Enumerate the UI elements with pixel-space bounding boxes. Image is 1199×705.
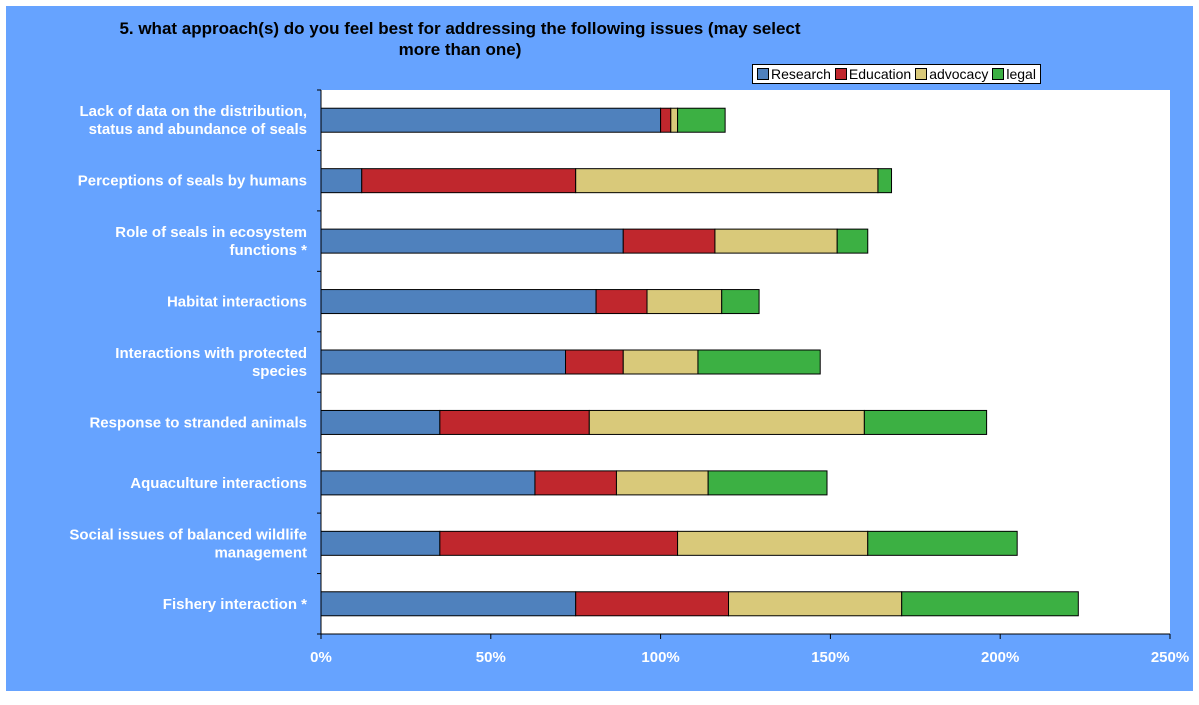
bar-segment-education: [660, 107, 672, 133]
category-label: Perceptions of seals by humans: [78, 173, 307, 190]
bar-segment-research: [320, 409, 441, 435]
x-tick-label: 150%: [811, 649, 849, 666]
bar-segment-legal: [836, 228, 869, 254]
bar-segment-research: [320, 228, 624, 254]
bar-segment-legal: [877, 168, 893, 194]
bar-segment-legal: [697, 349, 821, 375]
legend-item-education: Education: [834, 66, 912, 82]
category-label-line: Response to stranded animals: [89, 414, 307, 431]
legend-swatch: [915, 68, 928, 80]
bar-segment-education: [575, 591, 730, 617]
legend-label: Education: [848, 66, 912, 82]
category-label-line: Perceptions of seals by humans: [78, 173, 307, 190]
chart-title-line-2: more than one): [398, 40, 522, 59]
bar-segment-research: [320, 168, 363, 194]
bar-segment-legal: [677, 107, 726, 133]
bar-segment-advocacy: [646, 289, 723, 315]
x-tick-label: 50%: [476, 649, 506, 666]
bar-segment-advocacy: [670, 107, 679, 133]
category-label-line: Habitat interactions: [167, 294, 307, 311]
bar-segment-legal: [707, 470, 828, 496]
category-label-line: functions *: [230, 242, 308, 259]
bar-segment-research: [320, 591, 577, 617]
category-label-line: species: [252, 363, 307, 380]
bar-segment-legal: [721, 289, 760, 315]
bar-segment-research: [320, 530, 441, 556]
x-tick-label: 200%: [981, 649, 1019, 666]
bar-segment-advocacy: [575, 168, 879, 194]
category-label-line: Aquaculture interactions: [130, 475, 307, 492]
category-label: Interactions with protected species: [115, 345, 307, 380]
bar-segment-legal: [863, 409, 988, 435]
bar-segment-education: [534, 470, 617, 496]
bar-segment-research: [320, 289, 597, 315]
bar-segment-education: [595, 289, 648, 315]
category-label-line: management: [214, 544, 307, 561]
bar-segment-education: [361, 168, 577, 194]
bar-segment-research: [320, 107, 662, 133]
bar-segment-legal: [901, 591, 1079, 617]
category-label: Fishery interaction *: [163, 596, 307, 613]
category-label: Aquaculture interactions: [130, 475, 307, 492]
chart-title: 5. what approach(s) do you feel best for…: [110, 18, 810, 60]
bar-segment-research: [320, 470, 536, 496]
bar-segment-education: [439, 530, 679, 556]
legend-item-legal: legal: [992, 66, 1036, 82]
category-label: Habitat interactions: [167, 294, 307, 311]
chart-legend: Research Education advocacy legal: [752, 64, 1041, 84]
category-label-line: Lack of data on the distribution,: [79, 103, 307, 120]
legend-item-research: Research: [757, 66, 831, 82]
category-label: Lack of data on the distribution, status …: [79, 103, 307, 138]
x-tick-label: 100%: [641, 649, 679, 666]
category-label-line: Fishery interaction *: [163, 596, 307, 613]
bar-segment-advocacy: [615, 470, 709, 496]
bar-segment-advocacy: [714, 228, 838, 254]
bar-segment-advocacy: [622, 349, 699, 375]
legend-item-advocacy: advocacy: [915, 66, 988, 82]
x-tick-label: 0%: [310, 649, 332, 666]
legend-label: advocacy: [929, 66, 989, 82]
bar-segment-advocacy: [588, 409, 865, 435]
legend-swatch: [834, 68, 847, 80]
bar-segment-research: [320, 349, 567, 375]
chart-title-line-1: 5. what approach(s) do you feel best for…: [119, 19, 801, 38]
category-label-line: Role of seals in ecosystem: [115, 224, 307, 241]
legend-label: legal: [1006, 66, 1036, 82]
x-tick-label: 250%: [1151, 649, 1189, 666]
bar-segment-education: [565, 349, 624, 375]
bar-segment-advocacy: [728, 591, 903, 617]
bar-segment-education: [439, 409, 590, 435]
bar-segment-legal: [867, 530, 1018, 556]
legend-swatch: [992, 68, 1005, 80]
bar-segment-education: [622, 228, 716, 254]
bar-segment-advocacy: [677, 530, 869, 556]
category-label: Social issues of balanced wildlife manage…: [69, 526, 307, 561]
category-label: Response to stranded animals: [89, 414, 307, 431]
category-label: Role of seals in ecosystem functions *: [115, 224, 307, 259]
category-label-line: status and abundance of seals: [89, 121, 307, 138]
legend-label: Research: [771, 66, 831, 82]
legend-swatch: [757, 68, 769, 80]
category-label-line: Social issues of balanced wildlife: [69, 526, 307, 543]
category-label-line: Interactions with protected: [115, 345, 307, 362]
